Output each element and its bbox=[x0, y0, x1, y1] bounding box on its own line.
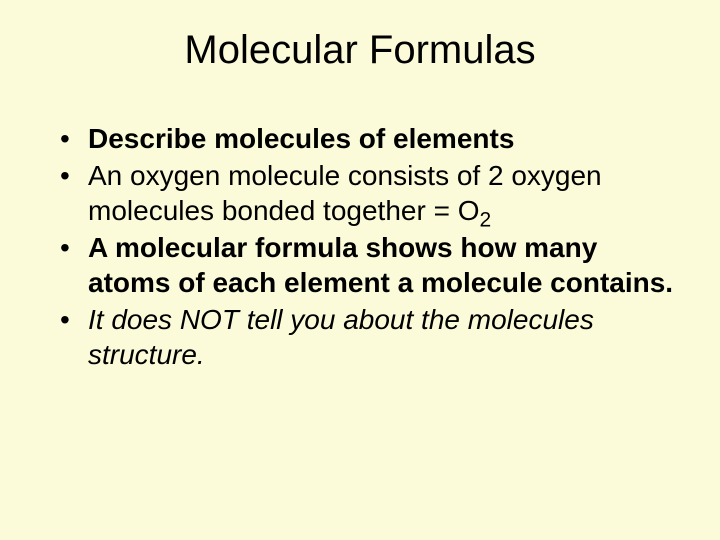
list-item: A molecular formula shows how many atoms… bbox=[60, 230, 680, 300]
subscript: 2 bbox=[479, 209, 491, 232]
list-item: Describe molecules of elements bbox=[60, 121, 680, 156]
slide-title: Molecular Formulas bbox=[40, 28, 680, 73]
bullet-text: A molecular formula shows how many atoms… bbox=[88, 232, 673, 298]
list-item: An oxygen molecule consists of 2 oxygen … bbox=[60, 158, 680, 228]
bullet-prefix: An oxygen molecule consists of 2 oxygen … bbox=[88, 160, 602, 226]
slide: Molecular Formulas Describe molecules of… bbox=[0, 0, 720, 540]
bullet-text: It does NOT tell you about the molecules… bbox=[88, 304, 594, 370]
list-item: It does NOT tell you about the molecules… bbox=[60, 302, 680, 372]
bullet-text: Describe molecules of elements bbox=[88, 123, 514, 154]
bullet-list: Describe molecules of elements An oxygen… bbox=[40, 121, 680, 372]
bullet-text: An oxygen molecule consists of 2 oxygen … bbox=[88, 160, 602, 226]
